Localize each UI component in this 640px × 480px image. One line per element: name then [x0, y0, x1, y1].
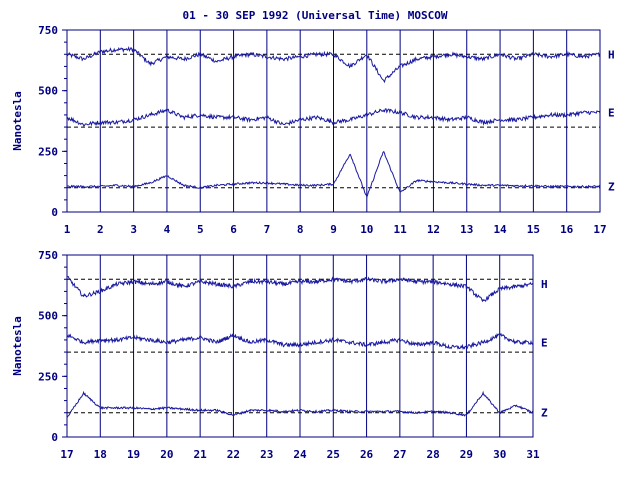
x-tick-label: 6: [230, 223, 237, 236]
series-label-z: Z: [608, 181, 615, 194]
x-tick-label: 27: [393, 448, 406, 461]
y-axis-label: Nanotesla: [11, 91, 24, 151]
x-tick-label: 1: [64, 223, 71, 236]
x-tick-label: 20: [160, 448, 173, 461]
y-tick-label: 500: [38, 310, 58, 323]
y-tick-label: 750: [38, 249, 58, 262]
x-tick-label: 29: [460, 448, 473, 461]
x-tick-label: 26: [360, 448, 374, 461]
series-line-z: [67, 150, 601, 198]
x-tick-label: 19: [127, 448, 140, 461]
x-tick-label: 23: [260, 448, 273, 461]
y-tick-label: 250: [38, 370, 58, 383]
bottom-panel: 17 18 19 20 21 22 23 24 25 26 27 28 29 30 31 0 250 500 750…: [11, 249, 548, 461]
series-label-e: E: [608, 107, 615, 120]
series-line-e: [66, 108, 601, 127]
series-label-h: H: [541, 278, 548, 291]
y-tick-label: 250: [38, 145, 58, 158]
y-tick-label: 0: [51, 206, 58, 219]
x-tick-label: 13: [460, 223, 473, 236]
y-tick-label: 0: [51, 431, 58, 444]
series-label-z: Z: [541, 407, 548, 420]
x-tick-label: 17: [60, 448, 73, 461]
chart-title: 01 - 30 SEP 1992 (Universal Time) MOSCOW: [183, 9, 448, 22]
x-tick-label: 11: [394, 223, 408, 236]
x-tick-label: 17: [593, 223, 606, 236]
x-tick-label: 9: [330, 223, 337, 236]
x-tick-label: 14: [493, 223, 507, 236]
series-label-h: H: [608, 48, 615, 61]
y-axis-label: Nanotesla: [11, 316, 24, 376]
series-line-e: [66, 332, 534, 351]
x-tick-label: 25: [327, 448, 340, 461]
y-tick-label: 750: [38, 24, 58, 37]
x-tick-label: 22: [227, 448, 240, 461]
x-tick-label: 24: [293, 448, 307, 461]
x-tick-label: 30: [493, 448, 506, 461]
series-line-h: [66, 275, 534, 303]
series-line-h: [66, 45, 601, 84]
x-tick-label: 2: [97, 223, 104, 236]
x-tick-label: 18: [94, 448, 107, 461]
x-tick-label: 10: [360, 223, 373, 236]
x-tick-label: 8: [297, 223, 304, 236]
x-tick-label: 3: [130, 223, 137, 236]
y-tick-label: 500: [38, 85, 58, 98]
x-tick-label: 21: [194, 448, 208, 461]
x-tick-label: 12: [427, 223, 440, 236]
top-panel: 1 2 3 4 5 6 7 8 9 10 11 12 13 14 15 16 170250500750Nanot…: [11, 24, 615, 236]
x-tick-label: 7: [264, 223, 271, 236]
x-tick-label: 16: [560, 223, 574, 236]
x-tick-label: 5: [197, 223, 204, 236]
x-tick-label: 15: [527, 223, 540, 236]
series-line-z: [66, 390, 534, 419]
x-tick-label: 31: [526, 448, 540, 461]
series-label-e: E: [541, 336, 548, 349]
x-tick-label: 4: [164, 223, 171, 236]
x-tick-label: 28: [427, 448, 440, 461]
